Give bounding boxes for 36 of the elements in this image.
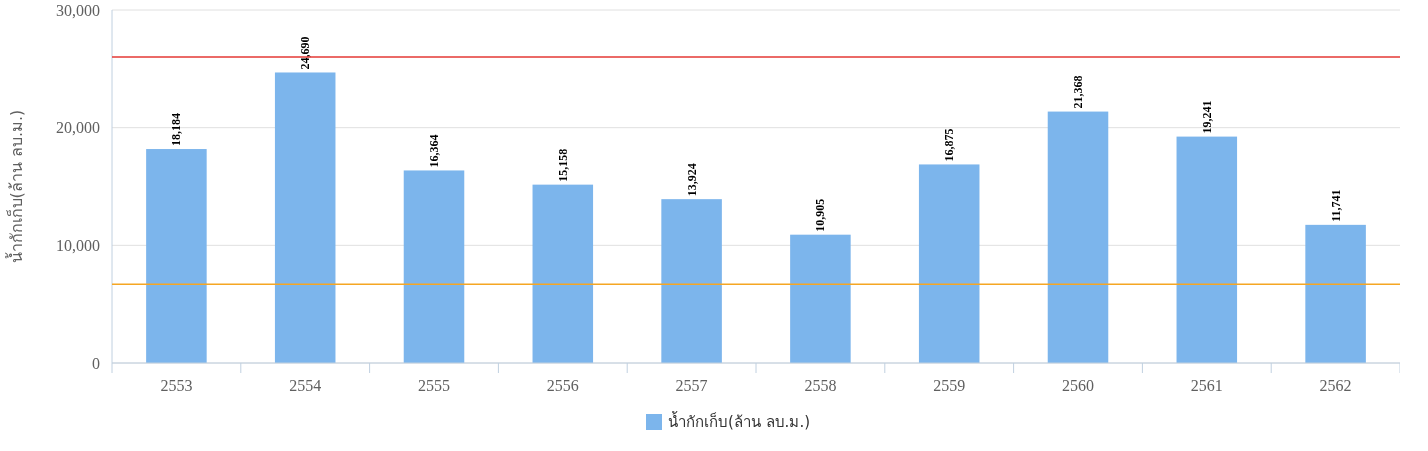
y-tick-label: 10,000 [56,236,100,254]
bar [790,234,851,363]
y-tick-label: 20,000 [56,119,100,137]
bar [1176,136,1238,363]
bar [146,149,207,363]
x-tick-label: 2558 [804,377,837,394]
data-label: 16,875 [942,128,957,162]
bar [918,164,980,363]
bar [532,184,594,363]
x-tick-label: 2562 [1319,377,1352,394]
data-label: 10,905 [813,198,828,232]
bar [274,72,336,363]
x-tick-label: 2557 [675,377,708,394]
x-tick-label: 2560 [1062,377,1094,394]
bar [1047,111,1109,363]
bar [1305,224,1366,363]
data-label: 11,741 [1328,189,1343,222]
data-label: 15,158 [555,148,570,182]
data-label: 21,368 [1071,75,1085,109]
x-tick-label: 2553 [160,377,193,394]
x-tick-label: 2561 [1190,377,1223,394]
data-label: 16,364 [427,134,441,168]
bar [403,170,465,363]
y-tick-label: 30,000 [56,1,100,19]
data-label: 18,184 [169,113,184,147]
y-axis-title: น้ำกักเก็บ(ล้าน ลบ.ม.) [5,109,26,264]
data-label: 24,690 [298,36,313,70]
y-tick-label: 0 [92,354,100,372]
data-label: 13,924 [684,163,699,197]
x-tick-label: 2556 [546,377,579,394]
bar [661,199,722,363]
data-label: 19,241 [1199,100,1214,134]
x-tick-label: 2559 [933,377,966,394]
x-tick-label: 2555 [418,377,450,394]
legend-label: น้ำกักเก็บ(ล้าน ลบ.ม.) [668,411,811,432]
x-tick-label: 2554 [289,377,322,394]
